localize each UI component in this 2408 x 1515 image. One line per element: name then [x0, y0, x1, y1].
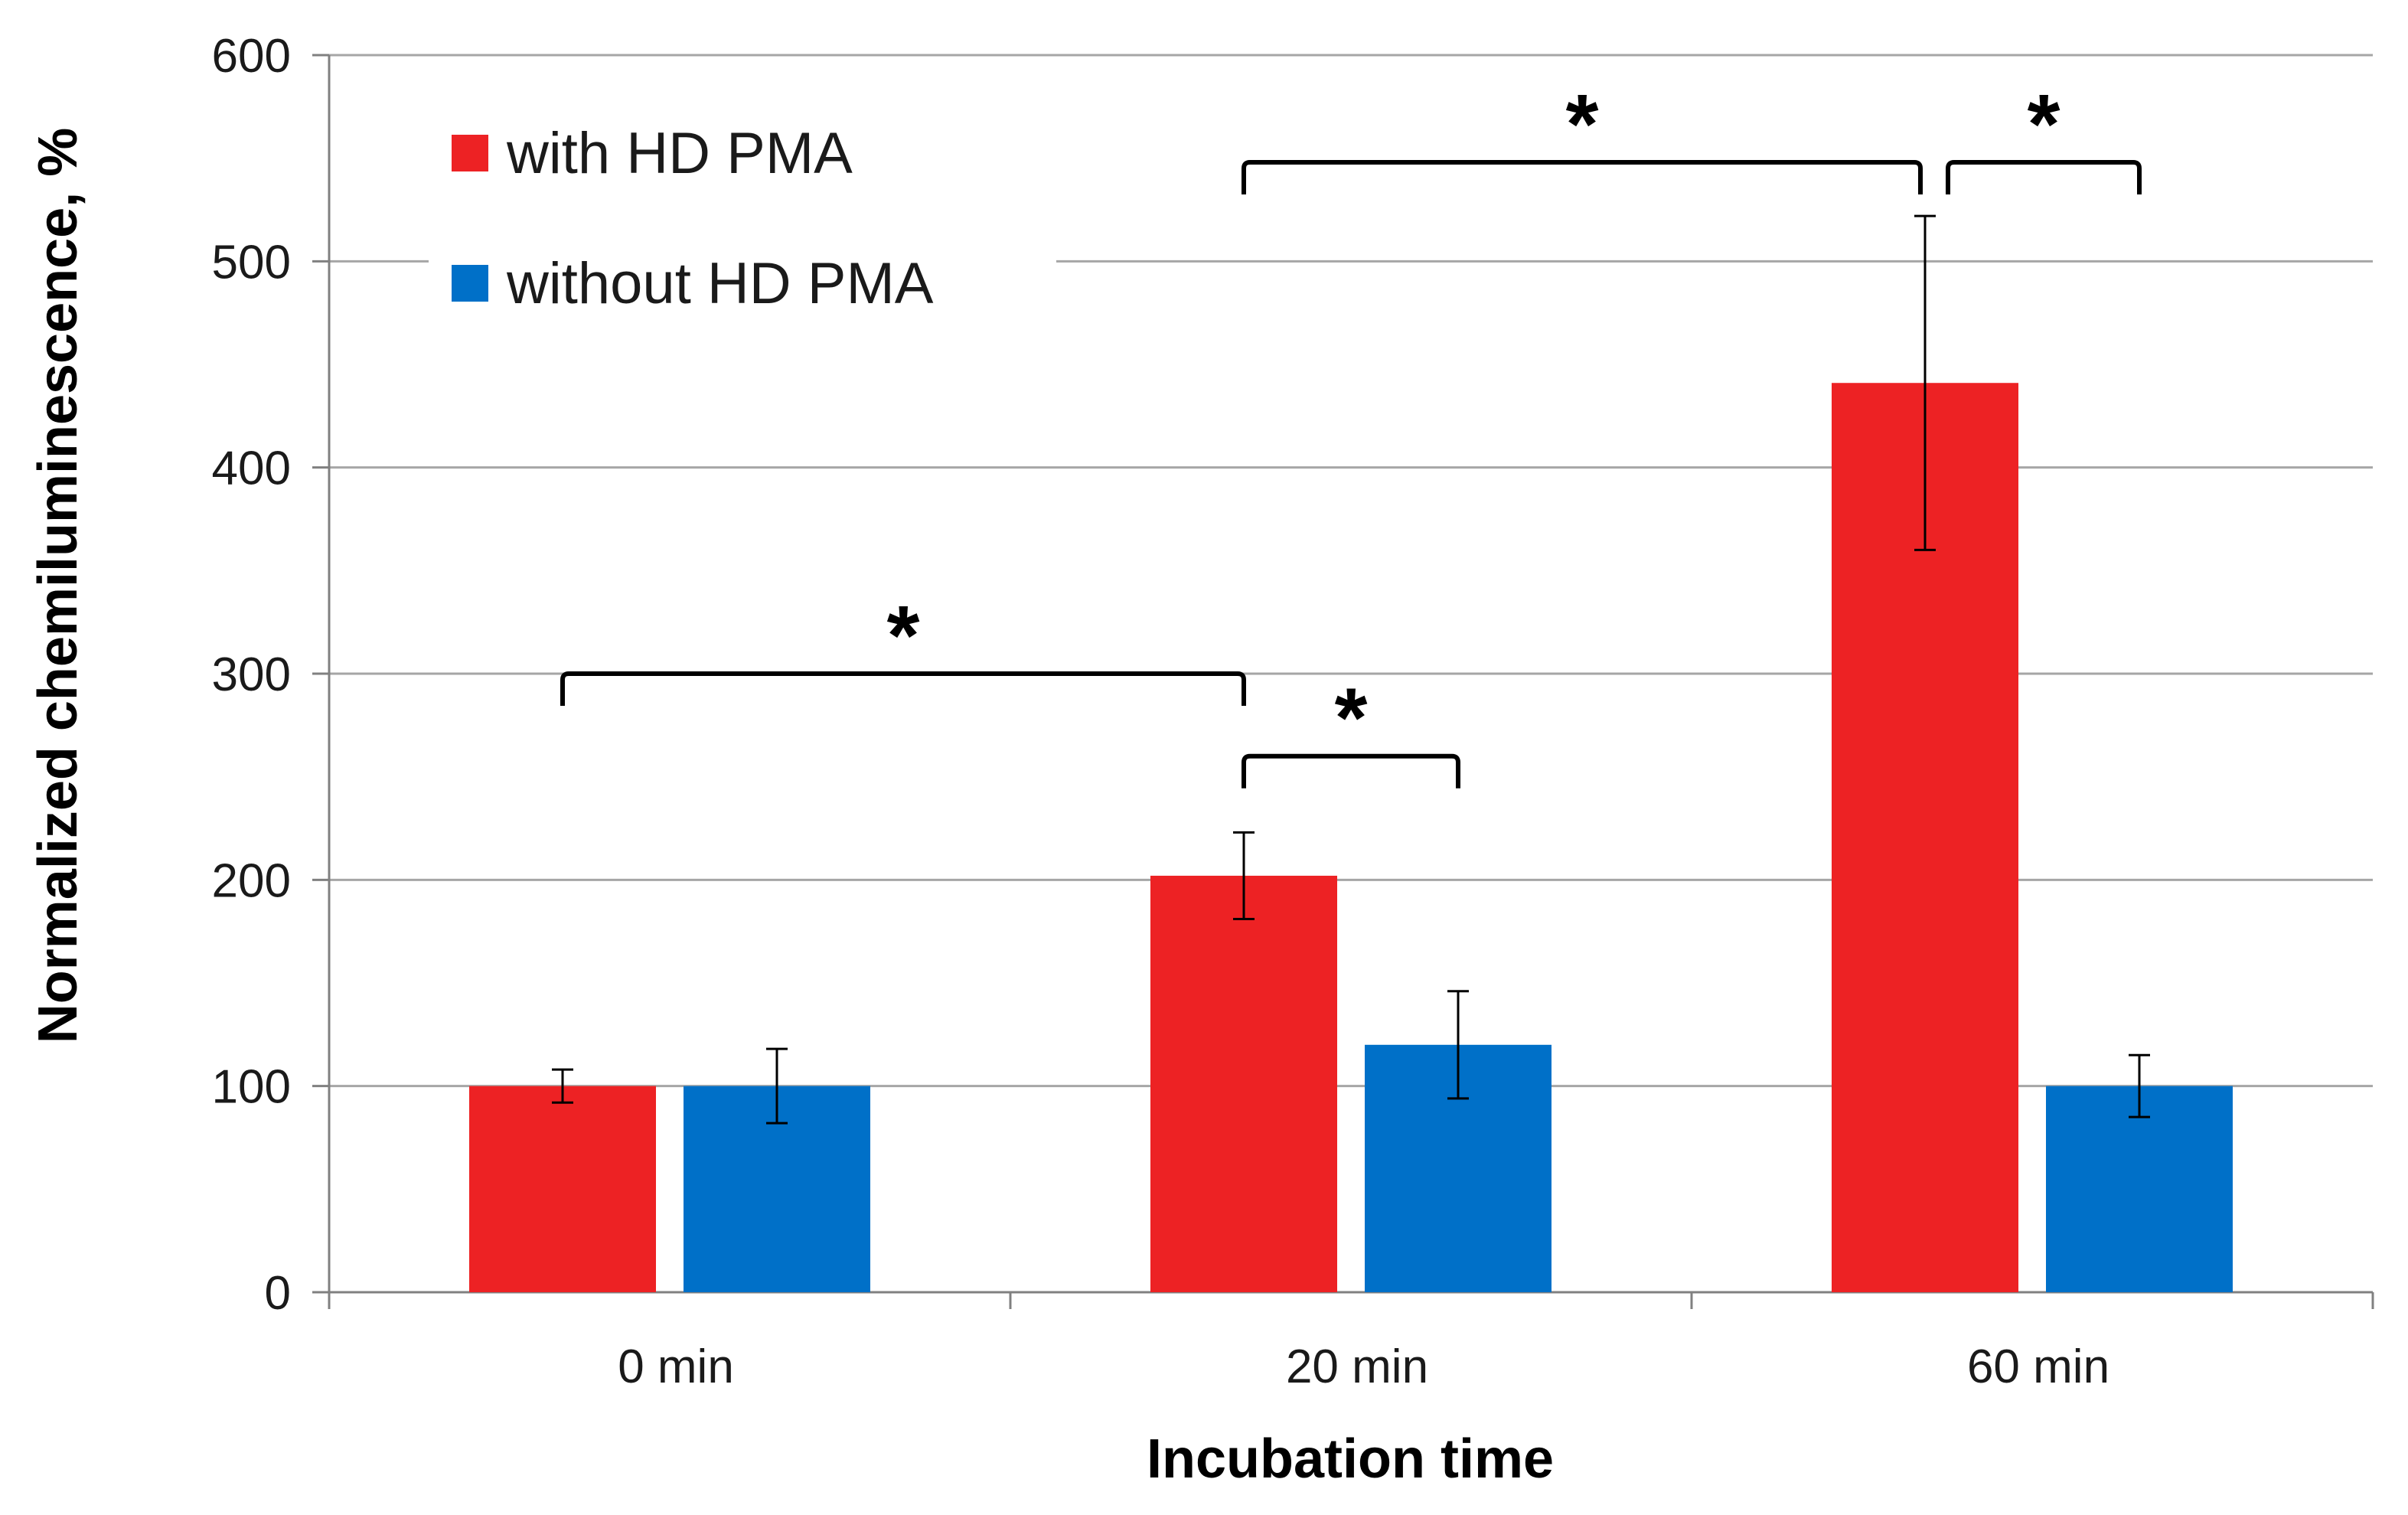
significance-brackets: * * * * — [560, 77, 2142, 789]
bar-s1-c2 — [2046, 1086, 2233, 1292]
axes — [312, 54, 2374, 1309]
significance-star-0: * — [887, 589, 920, 683]
y-tick-label: 100 — [212, 1061, 291, 1114]
y-tick-label: 300 — [212, 648, 291, 701]
y-tick-label: 500 — [212, 236, 291, 289]
x-tick-labels: 0 min 20 min 60 min — [618, 1340, 2109, 1393]
bar-s0-c1 — [1150, 875, 1337, 1292]
error-bars — [552, 214, 2150, 1125]
y-tick-labels: 0 100 200 300 400 500 600 — [212, 30, 291, 1320]
legend-swatch-0 — [452, 135, 488, 171]
significance-bracket-0 — [560, 671, 1246, 706]
x-tick-label: 0 min — [618, 1340, 734, 1393]
significance-star-3: * — [2028, 77, 2061, 171]
significance-bracket-1 — [1242, 753, 1460, 789]
y-tick-label: 0 — [265, 1267, 291, 1320]
y-axis-title: Normalized chemiluminescence, % — [28, 128, 89, 1043]
x-axis-title: Incubation time — [1147, 1428, 1554, 1490]
legend-label-1: without HD PMA — [506, 251, 934, 316]
significance-star-2: * — [1566, 77, 1599, 171]
significance-bracket-3 — [1946, 160, 2142, 195]
bar-s0-c0 — [469, 1086, 656, 1292]
y-tick-label: 600 — [212, 30, 291, 83]
significance-bracket-2 — [1242, 160, 1923, 195]
y-tick-label: 200 — [212, 854, 291, 907]
x-tick-label: 60 min — [1967, 1340, 2109, 1393]
legend-label-0: with HD PMA — [506, 121, 853, 186]
legend-swatch-1 — [452, 265, 488, 302]
legend: with HD PMA without HD PMA — [452, 121, 934, 316]
significance-star-1: * — [1335, 671, 1368, 766]
x-tick-label: 20 min — [1286, 1340, 1428, 1393]
y-tick-label: 400 — [212, 442, 291, 495]
